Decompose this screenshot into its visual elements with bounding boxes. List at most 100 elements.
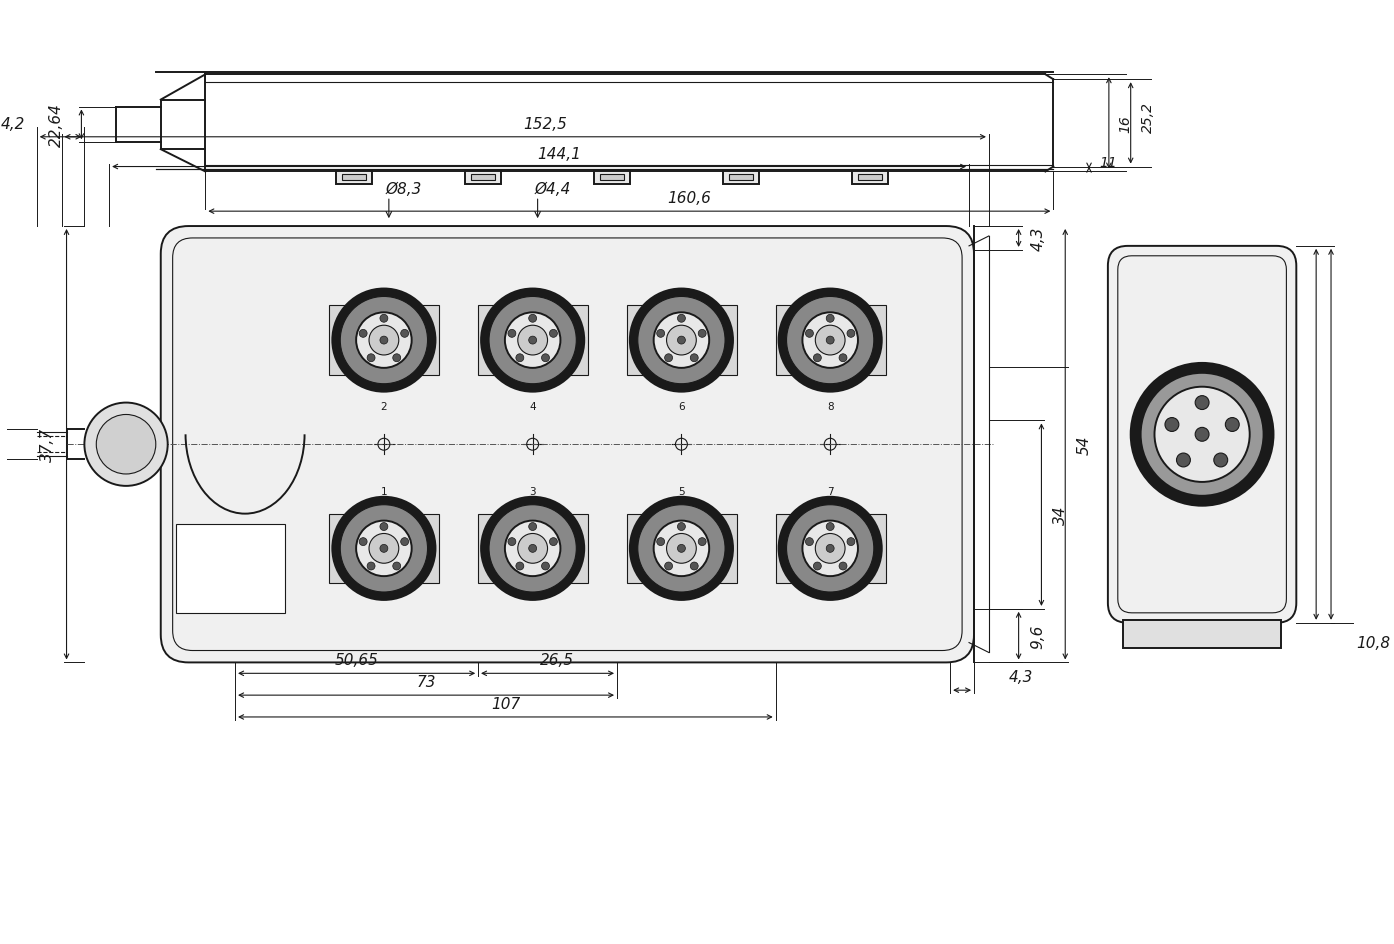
Circle shape	[1140, 374, 1263, 497]
Circle shape	[400, 538, 408, 546]
Circle shape	[806, 538, 814, 546]
Circle shape	[657, 538, 665, 546]
Circle shape	[1214, 453, 1228, 467]
Circle shape	[677, 523, 686, 531]
Text: 8: 8	[827, 401, 834, 412]
Circle shape	[677, 337, 686, 345]
Circle shape	[1225, 418, 1239, 432]
Circle shape	[481, 497, 584, 600]
Circle shape	[827, 545, 834, 553]
Bar	[343, 176, 367, 181]
Circle shape	[806, 330, 814, 338]
Circle shape	[528, 315, 537, 323]
Circle shape	[393, 563, 400, 570]
Text: 6: 6	[677, 401, 684, 412]
Circle shape	[848, 330, 855, 338]
Circle shape	[369, 326, 399, 356]
Circle shape	[827, 337, 834, 345]
Circle shape	[505, 521, 560, 577]
Circle shape	[381, 315, 388, 323]
Text: 4,3: 4,3	[1030, 227, 1046, 251]
Circle shape	[332, 497, 435, 600]
Text: 50,65: 50,65	[335, 652, 379, 667]
Text: 54: 54	[1078, 435, 1092, 454]
Circle shape	[400, 330, 408, 338]
Circle shape	[489, 297, 576, 384]
Bar	[852, 171, 888, 185]
Circle shape	[393, 354, 400, 362]
Circle shape	[815, 326, 845, 356]
Text: 4: 4	[530, 401, 535, 412]
Bar	[775, 306, 885, 376]
Bar	[471, 176, 495, 181]
Bar	[329, 306, 439, 376]
Circle shape	[779, 289, 882, 393]
Circle shape	[827, 523, 834, 531]
Circle shape	[507, 330, 516, 338]
Circle shape	[813, 563, 821, 570]
Circle shape	[528, 337, 537, 345]
Bar	[594, 171, 630, 185]
Circle shape	[813, 354, 821, 362]
Circle shape	[803, 521, 857, 577]
Circle shape	[677, 545, 686, 553]
Bar	[466, 171, 500, 185]
Circle shape	[630, 497, 733, 600]
Circle shape	[779, 497, 882, 600]
Text: 25,2: 25,2	[1140, 102, 1154, 133]
Bar	[775, 514, 885, 583]
Circle shape	[638, 297, 725, 384]
Circle shape	[367, 354, 375, 362]
Text: 144,1: 144,1	[537, 146, 581, 161]
Text: 16: 16	[1119, 115, 1133, 133]
Bar	[729, 176, 753, 181]
Text: 73: 73	[417, 674, 436, 689]
Bar	[599, 176, 625, 181]
Text: 160,6: 160,6	[666, 191, 711, 206]
Circle shape	[803, 313, 857, 368]
Text: 5: 5	[677, 486, 684, 497]
Circle shape	[666, 534, 696, 564]
Circle shape	[507, 538, 516, 546]
Circle shape	[839, 563, 848, 570]
Circle shape	[654, 313, 710, 368]
Text: 37,7: 37,7	[39, 428, 54, 462]
Circle shape	[360, 330, 367, 338]
Circle shape	[489, 505, 576, 593]
Circle shape	[657, 330, 665, 338]
Circle shape	[690, 563, 698, 570]
Bar	[478, 306, 588, 376]
Circle shape	[848, 538, 855, 546]
Circle shape	[332, 289, 435, 393]
Text: 7: 7	[827, 486, 834, 497]
Circle shape	[630, 289, 733, 393]
Circle shape	[517, 534, 548, 564]
Circle shape	[815, 534, 845, 564]
Text: Ø8,3: Ø8,3	[386, 181, 422, 196]
Circle shape	[698, 330, 707, 338]
Circle shape	[481, 289, 584, 393]
Circle shape	[549, 538, 558, 546]
Circle shape	[340, 297, 428, 384]
Circle shape	[541, 354, 549, 362]
FancyBboxPatch shape	[1108, 246, 1296, 623]
Text: 26,5: 26,5	[541, 652, 574, 667]
Circle shape	[654, 521, 710, 577]
Circle shape	[827, 315, 834, 323]
Bar	[627, 306, 737, 376]
Bar	[478, 514, 588, 583]
Circle shape	[517, 326, 548, 356]
Circle shape	[698, 538, 707, 546]
Circle shape	[96, 415, 156, 475]
Circle shape	[1195, 396, 1209, 410]
Circle shape	[1177, 453, 1190, 467]
Circle shape	[549, 330, 558, 338]
Bar	[857, 176, 882, 181]
Text: 11: 11	[1098, 156, 1117, 169]
Bar	[329, 514, 439, 583]
Circle shape	[516, 354, 524, 362]
Text: 1: 1	[381, 486, 388, 497]
Circle shape	[367, 563, 375, 570]
Bar	[336, 171, 372, 185]
Bar	[723, 171, 758, 185]
